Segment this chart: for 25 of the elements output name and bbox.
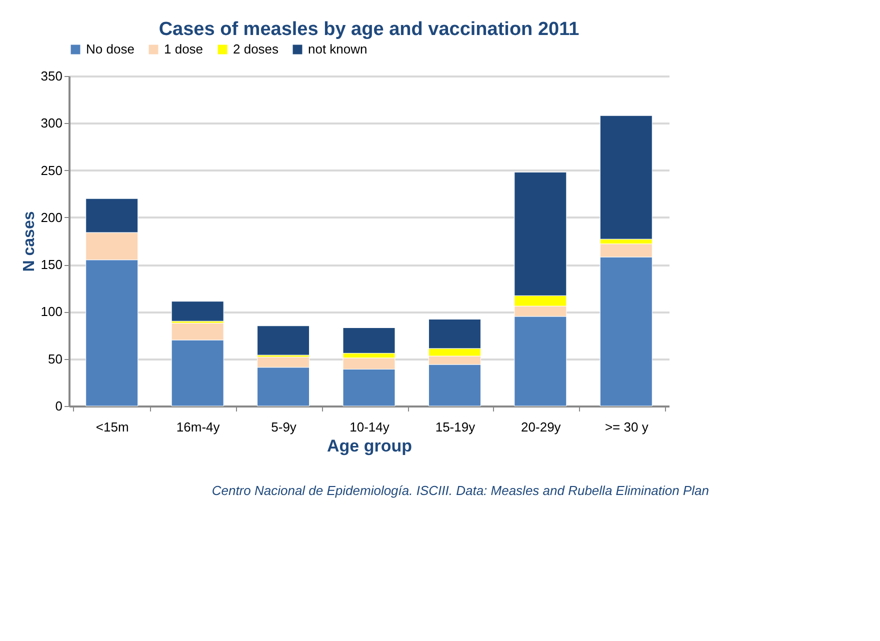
y-tick-label: 250	[40, 162, 62, 178]
x-tick-label: <15m	[96, 420, 129, 434]
legend-label: 2 doses	[233, 42, 280, 57]
y-tick-label: 100	[40, 304, 62, 320]
x-tick-label: 5-9y	[271, 420, 297, 434]
text: Centro Nacional de Epidemiología. ISCIII. Data: Measles and Rubella Elimination Plan	[212, 483, 709, 498]
y-axis-title: N cases	[20, 211, 38, 272]
x-tick-label: 16m-4y	[176, 420, 220, 434]
x-tick-label: 20-29y	[521, 420, 562, 434]
y-tick-label: 350	[40, 68, 62, 84]
x-tick-label: >= 30 y	[604, 420, 649, 434]
legend-label: No dose	[86, 42, 134, 57]
legend-label: 1 dose	[164, 42, 204, 57]
y-tick-label: 0	[55, 398, 62, 414]
legend-label: not known	[308, 42, 368, 57]
x-tick-label: 15-19y	[435, 420, 476, 434]
y-tick-label: 150	[40, 257, 62, 272]
bar	[257, 326, 310, 356]
x-tick-label: 10-14y	[350, 420, 390, 434]
chart-title: Cases of measles by age and vaccination 2011	[158, 19, 580, 40]
y-tick-label: 50	[48, 351, 62, 366]
y-tick-label: 200	[40, 210, 62, 225]
bar	[171, 301, 224, 322]
y-tick-label: 300	[40, 116, 62, 131]
x-axis-title: Age group	[327, 436, 412, 456]
